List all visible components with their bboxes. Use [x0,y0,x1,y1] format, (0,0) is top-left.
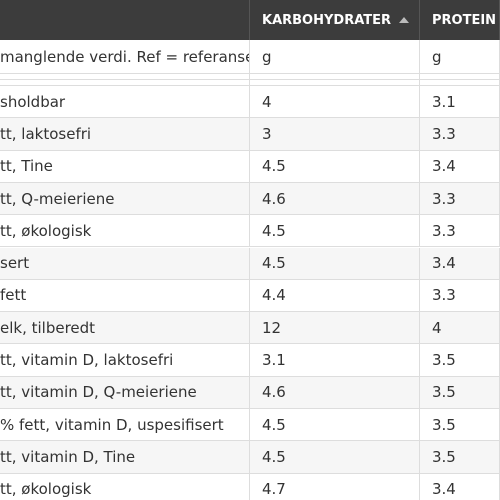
cell-text: sholdbar [0,92,66,111]
value-cell: 3.4 [420,150,500,183]
value-cell: 4.6 [250,182,420,216]
spacer-cell [250,80,420,86]
row-label: % fett, vitamin D, uspesifisert [0,409,250,442]
row-label: tt, vitamin D, Tine [0,441,250,474]
value-cell: 3.5 [420,344,500,377]
cell-text: tt, vitamin D, Tine [0,447,136,466]
cell-text: 3.4 [432,480,456,499]
value-cell: 3.3 [420,182,500,216]
value-cell: 4 [420,312,500,345]
value-cell: 3 [250,118,420,151]
cell-text: elk, tilberedt [0,318,96,337]
row-label: tt, økologisk [0,215,250,248]
cell-text: 4.5 [262,221,286,240]
value-cell: 3.4 [420,473,500,500]
cell-text: 4.5 [262,157,286,176]
cell-text: tt, laktosefri [0,124,92,143]
cell-text: 3.1 [432,92,456,111]
cell-text: fett [0,286,27,305]
cell-text: g [432,47,442,66]
spacer-cell [250,74,420,80]
value-cell: 3.1 [420,86,500,119]
cell-text: 4.6 [262,189,286,208]
cell-text: tt, økologisk [0,221,92,240]
value-cell: 4.6 [250,376,420,409]
cell-text: 3.5 [432,351,456,370]
row-label: tt, økologisk [0,473,250,500]
value-cell: 4.5 [250,215,420,248]
cell-text: 4.6 [262,383,286,402]
cell-text: 4.4 [262,286,286,305]
row-label: tt, laktosefri [0,118,250,151]
cell-text: 4.5 [262,447,286,466]
row-label: sert [0,247,250,280]
value-cell: 4.7 [250,473,420,500]
row-label: tt, vitamin D, Q-meieriene [0,376,250,409]
value-cell: 4.5 [250,441,420,474]
value-cell: 3.5 [420,376,500,409]
cell-text: tt, Tine [0,157,53,176]
cell-text: 12 [262,318,282,337]
row-label: elk, tilberedt [0,312,250,345]
value-cell: 3.4 [420,247,500,280]
cell-text: 4 [262,92,272,111]
value-cell: 3.5 [420,409,500,442]
cell-text: 4.5 [262,415,286,434]
row-label: manglende verdi. Ref = referanse [0,40,250,74]
spacer-cell [0,74,250,80]
cell-text: g [262,47,272,66]
row-label: tt, Tine [0,150,250,183]
cell-text: sert [0,254,30,273]
cell-text: 3.3 [432,124,456,143]
cell-text: % fett, vitamin D, uspesifisert [0,415,224,434]
value-cell: 4.5 [250,150,420,183]
cell-text: 3.3 [432,189,456,208]
value-cell: 4.5 [250,409,420,442]
row-label: fett [0,279,250,313]
cell-text: tt, økologisk [0,480,92,499]
cell-text: tt, vitamin D, Q-meieriene [0,383,197,402]
row-label: sholdbar [0,86,250,119]
unit-cell: g [250,40,420,74]
cell-text: PROTEIN [432,12,497,28]
cell-text: 3.4 [432,254,456,273]
header-cell[interactable] [0,0,250,40]
value-cell: 3.3 [420,279,500,313]
cell-text: KARBOHYDRATER [262,12,392,28]
value-cell: 3.5 [420,441,500,474]
cell-text: 4.7 [262,480,286,499]
cell-text: 3.3 [432,221,456,240]
row-label: tt, vitamin D, laktosefri [0,344,250,377]
value-cell: 4.4 [250,279,420,313]
row-label: tt, Q-meieriene [0,182,250,216]
cell-text: 3.5 [432,447,456,466]
cell-text: 3.4 [432,157,456,176]
value-cell: 4.5 [250,247,420,280]
cell-text: 3.1 [262,351,286,370]
cell-text: manglende verdi. Ref = referanse [0,47,250,66]
value-cell: 12 [250,312,420,345]
sort-arrow [399,17,410,23]
value-cell: 3.3 [420,118,500,151]
value-cell: 3.3 [420,215,500,248]
value-cell: 4 [250,86,420,119]
unit-cell: g [420,40,500,74]
value-cell: 3.1 [250,344,420,377]
cell-text: 4 [432,318,442,337]
cell-text: 3 [262,124,272,143]
cell-text: 3.5 [432,383,456,402]
spacer-cell [0,80,250,86]
cell-text: 4.5 [262,254,286,273]
cell-text: 3.3 [432,286,456,305]
cell-text: tt, Q-meieriene [0,189,115,208]
header-cell[interactable]: PROTEIN [420,0,500,40]
cell-text: tt, vitamin D, laktosefri [0,351,174,370]
cell-text: 3.5 [432,415,456,434]
header-cell[interactable]: KARBOHYDRATER [250,0,420,40]
